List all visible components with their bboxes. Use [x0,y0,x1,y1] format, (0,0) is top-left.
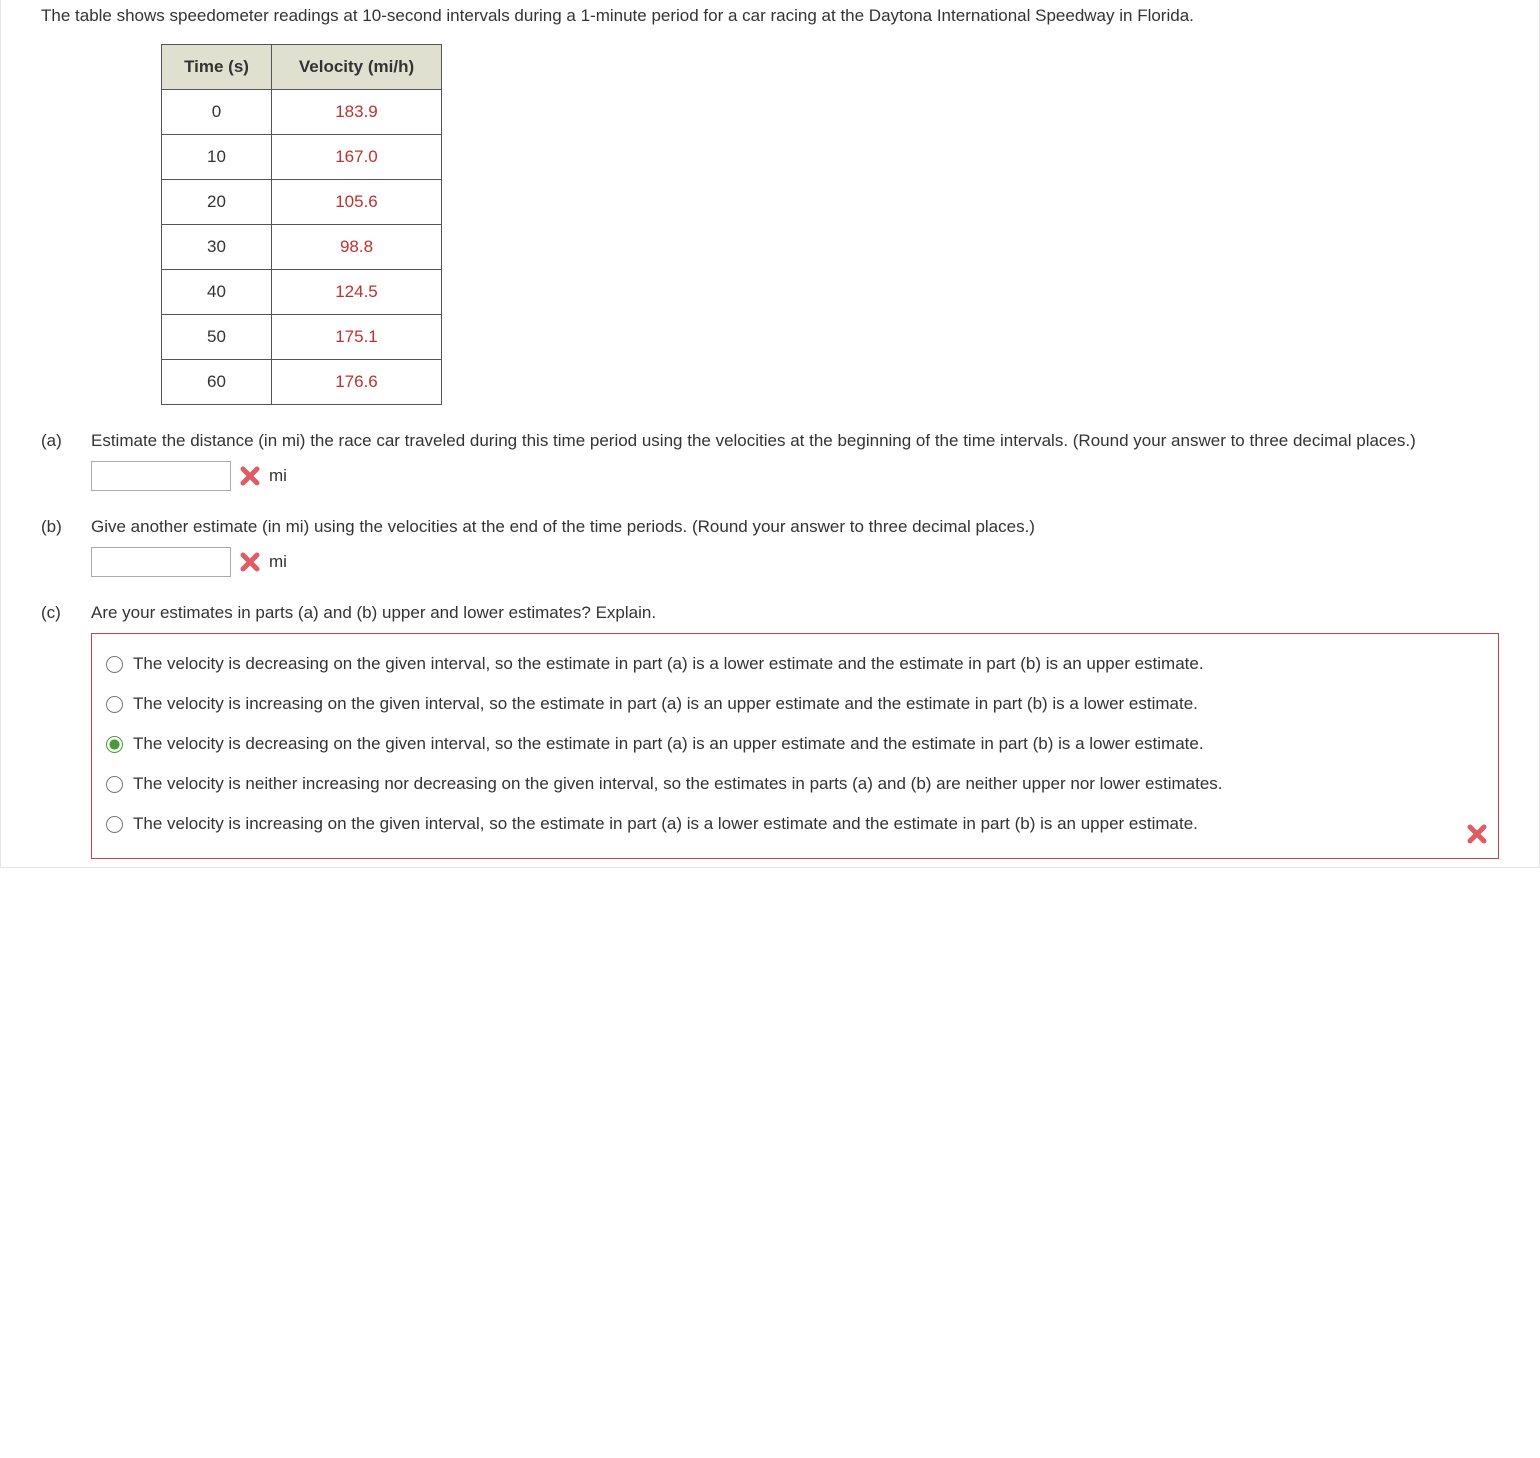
choice-radio-4[interactable] [106,816,123,833]
part-question-text: Estimate the distance (in mi) the race c… [91,431,1499,451]
data-table: Time (s) Velocity (mi/h) 0183.9 10167.0 … [161,44,442,405]
table-row: 0183.9 [162,90,442,135]
table-cell-velocity: 176.6 [272,360,442,405]
table-row: 40124.5 [162,270,442,315]
choice-text: The velocity is decreasing on the given … [133,654,1484,674]
table-cell-time: 10 [162,135,272,180]
table-cell-time: 0 [162,90,272,135]
question-intro: The table shows speedometer readings at … [1,4,1539,36]
answer-unit: mi [269,466,287,486]
choice-text: The velocity is neither increasing nor d… [133,774,1484,794]
answer-unit: mi [269,552,287,572]
table-cell-velocity: 98.8 [272,225,442,270]
choice-radio-3[interactable] [106,776,123,793]
wrong-icon [239,551,261,573]
table-row: 3098.8 [162,225,442,270]
answer-input-b[interactable] [91,547,231,577]
choice-option[interactable]: The velocity is increasing on the given … [106,688,1484,728]
answer-row-b: mi [91,547,1499,577]
choice-radio-2[interactable] [106,736,123,753]
choices-box: The velocity is decreasing on the given … [91,633,1499,859]
table-header: Time (s) [162,45,272,90]
part-label: (a) [41,431,91,451]
choice-option[interactable]: The velocity is decreasing on the given … [106,728,1484,768]
question-container: The table shows speedometer readings at … [0,0,1540,868]
choice-option[interactable]: The velocity is increasing on the given … [106,808,1484,848]
table-cell-time: 50 [162,315,272,360]
table-cell-time: 30 [162,225,272,270]
table-row: 60176.6 [162,360,442,405]
part-label: (b) [41,517,91,537]
answer-row-a: mi [91,461,1499,491]
table-cell-time: 40 [162,270,272,315]
table-cell-time: 60 [162,360,272,405]
table-cell-velocity: 124.5 [272,270,442,315]
table-cell-velocity: 183.9 [272,90,442,135]
table-row: 20105.6 [162,180,442,225]
choice-radio-0[interactable] [106,656,123,673]
table-row: 10167.0 [162,135,442,180]
part-question-text: Give another estimate (in mi) using the … [91,517,1499,537]
table-header: Velocity (mi/h) [272,45,442,90]
table-cell-time: 20 [162,180,272,225]
table-row: 50175.1 [162,315,442,360]
part-b: (b) Give another estimate (in mi) using … [1,501,1539,587]
choice-option[interactable]: The velocity is neither increasing nor d… [106,768,1484,808]
table-cell-velocity: 167.0 [272,135,442,180]
answer-input-a[interactable] [91,461,231,491]
choice-text: The velocity is increasing on the given … [133,694,1484,714]
choice-text: The velocity is increasing on the given … [133,814,1484,834]
table-cell-velocity: 175.1 [272,315,442,360]
wrong-icon [239,465,261,487]
choice-radio-1[interactable] [106,696,123,713]
part-label: (c) [41,603,91,623]
part-a: (a) Estimate the distance (in mi) the ra… [1,415,1539,501]
choice-option[interactable]: The velocity is decreasing on the given … [106,648,1484,688]
table-cell-velocity: 105.6 [272,180,442,225]
table-header-row: Time (s) Velocity (mi/h) [162,45,442,90]
choice-text: The velocity is decreasing on the given … [133,734,1484,754]
wrong-icon [1466,823,1488,850]
part-c: (c) Are your estimates in parts (a) and … [1,587,1539,623]
part-question-text: Are your estimates in parts (a) and (b) … [91,603,1499,623]
